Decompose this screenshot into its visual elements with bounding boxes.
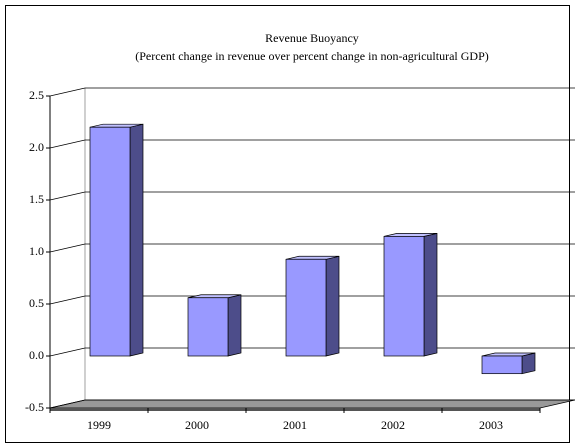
y-tick-label: 2.0 — [29, 140, 44, 154]
bar-side — [325, 255, 340, 357]
y-tick-label: -0.5 — [25, 400, 44, 414]
y-tick-label: 1.0 — [29, 244, 44, 258]
bar-side — [521, 352, 536, 375]
y-tick-label: 2.5 — [29, 88, 44, 102]
chart-title: Revenue Buoyancy — [265, 31, 359, 45]
bar — [383, 236, 425, 357]
grid-line — [49, 243, 86, 253]
grid-line — [49, 139, 86, 149]
bar — [187, 297, 229, 357]
grid-line — [49, 347, 86, 357]
x-tick-label: 2001 — [283, 418, 307, 432]
chart-subtitle: (Percent change in revenue over percent … — [135, 49, 489, 63]
grid-line — [49, 191, 86, 201]
floor-edge — [50, 408, 540, 411]
grid-line — [49, 399, 86, 409]
y-tick-label: 0.5 — [29, 296, 44, 310]
floor — [49, 399, 575, 409]
x-tick-label: 2003 — [479, 418, 503, 432]
y-tick-label: 1.5 — [29, 192, 44, 206]
x-tick-label: 1999 — [87, 418, 111, 432]
bar — [285, 258, 327, 357]
bar-side — [129, 123, 144, 357]
bar — [481, 355, 523, 375]
y-tick-label: 0.0 — [29, 348, 44, 362]
grid-line — [49, 87, 86, 97]
x-tick-label: 2002 — [381, 418, 405, 432]
x-tick-label: 2000 — [185, 418, 209, 432]
bar-side — [227, 294, 242, 357]
grid-line — [49, 295, 86, 305]
bar — [89, 126, 131, 357]
bar-side — [423, 232, 438, 357]
